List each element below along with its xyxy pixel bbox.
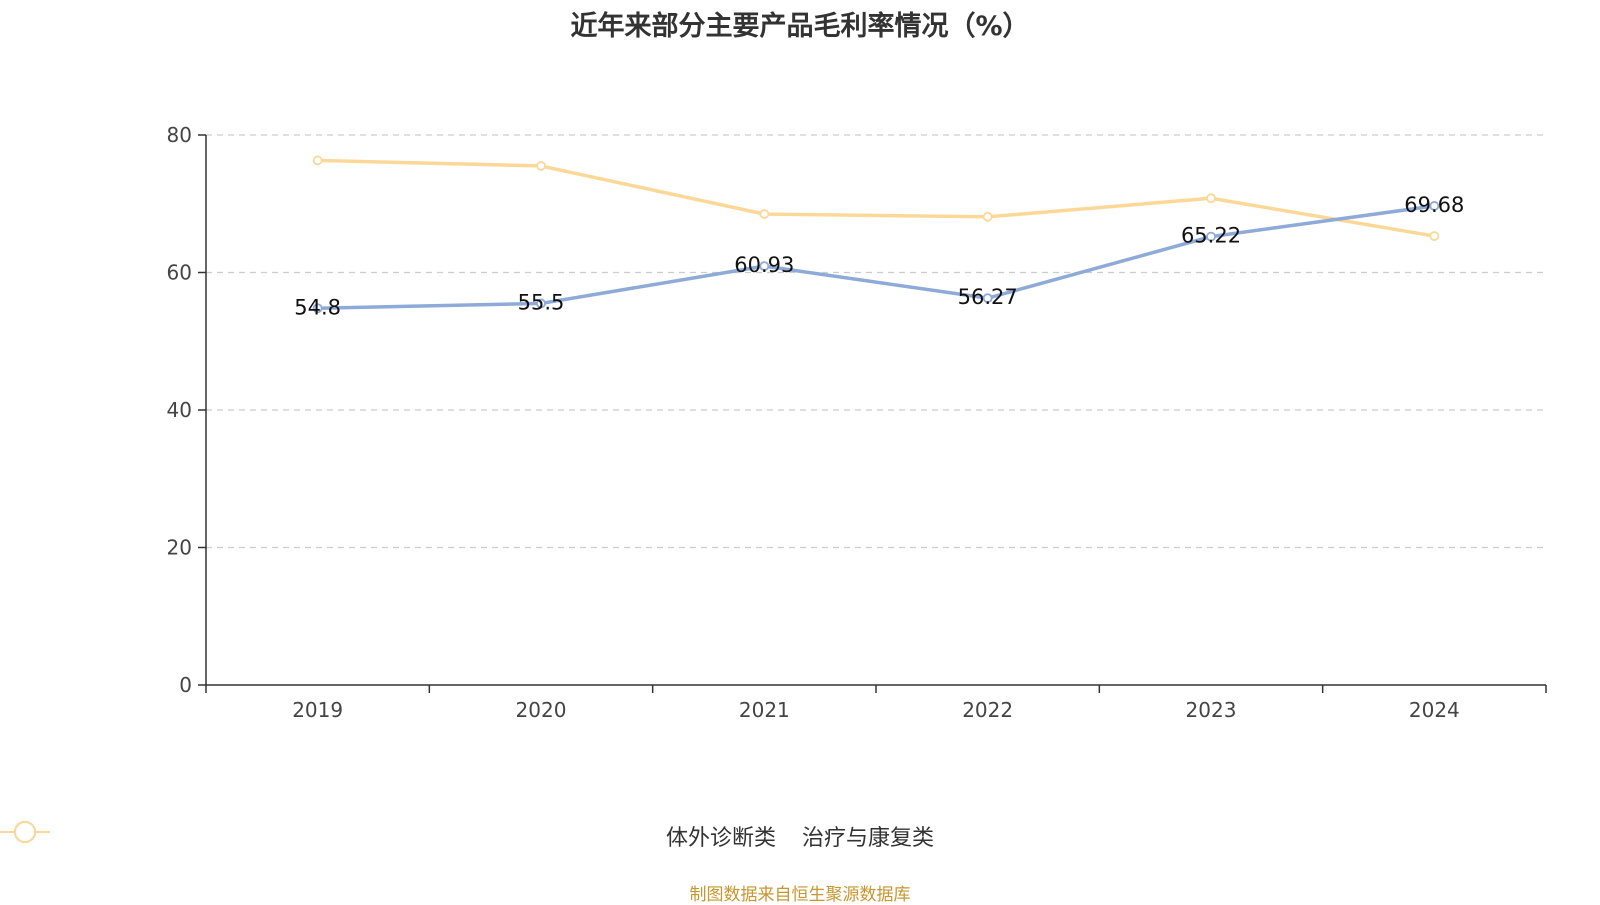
data-point-series-2 — [1429, 231, 1440, 241]
data-point-series-2 — [982, 211, 993, 222]
data-point-series-1 — [982, 293, 993, 304]
legend-swatch-series-2 — [0, 821, 50, 843]
x-tick-label: 2020 — [516, 698, 567, 722]
data-point-series-1 — [1206, 231, 1216, 242]
line-chart: 0 20 40 60 80 2019 2020 2021 2022 2023 2024 54.8 55.… — [167, 123, 1547, 722]
data-point-series-2 — [759, 209, 770, 219]
series-line-2 — [317, 158, 1435, 238]
source-note: 制图数据来自恒生聚源数据库 — [689, 885, 911, 905]
y-tick-label: 0 — [179, 673, 192, 697]
data-point-series-1 — [536, 298, 546, 309]
data-point-series-1 — [759, 261, 770, 272]
series-line-1 — [317, 204, 1435, 310]
legend-label-series-1: 体外诊断类 — [665, 826, 776, 851]
data-point-series-1 — [312, 303, 323, 314]
data-label-series-1: 69.68 — [1404, 193, 1464, 217]
x-tick-label: 2021 — [739, 698, 790, 722]
x-tick-label: 2024 — [1409, 698, 1460, 722]
data-label-series-1: 56.27 — [958, 285, 1018, 309]
y-tick-label: 40 — [167, 398, 192, 422]
data-point-series-2 — [312, 155, 323, 166]
y-tick-label: 20 — [167, 536, 192, 560]
legend-item-series-1[interactable]: 体外诊断类 — [0, 820, 776, 852]
data-point-series-2 — [536, 161, 546, 171]
data-label-series-1: 60.93 — [734, 253, 794, 277]
x-tick-label: 2022 — [962, 698, 1013, 722]
legend: 体外诊断类 治疗与康复类 — [0, 820, 1600, 852]
legend-label-series-2: 治疗与康复类 — [802, 826, 935, 851]
x-tick-label: 2023 — [1186, 698, 1237, 722]
data-point-series-2 — [1206, 193, 1216, 204]
chart-title: 近年来部分主要产品毛利率情况（%） — [570, 11, 1030, 42]
y-tick-label: 80 — [167, 123, 192, 147]
data-label-series-1: 65.22 — [1181, 224, 1241, 248]
y-tick-label: 60 — [167, 261, 192, 285]
data-label-series-1: 55.5 — [518, 290, 565, 314]
x-tick-label: 2019 — [292, 698, 343, 722]
data-label-series-1: 54.8 — [294, 295, 341, 319]
data-point-series-1 — [1429, 201, 1440, 211]
legend-item-series-2[interactable]: 治疗与康复类 — [0, 820, 935, 852]
